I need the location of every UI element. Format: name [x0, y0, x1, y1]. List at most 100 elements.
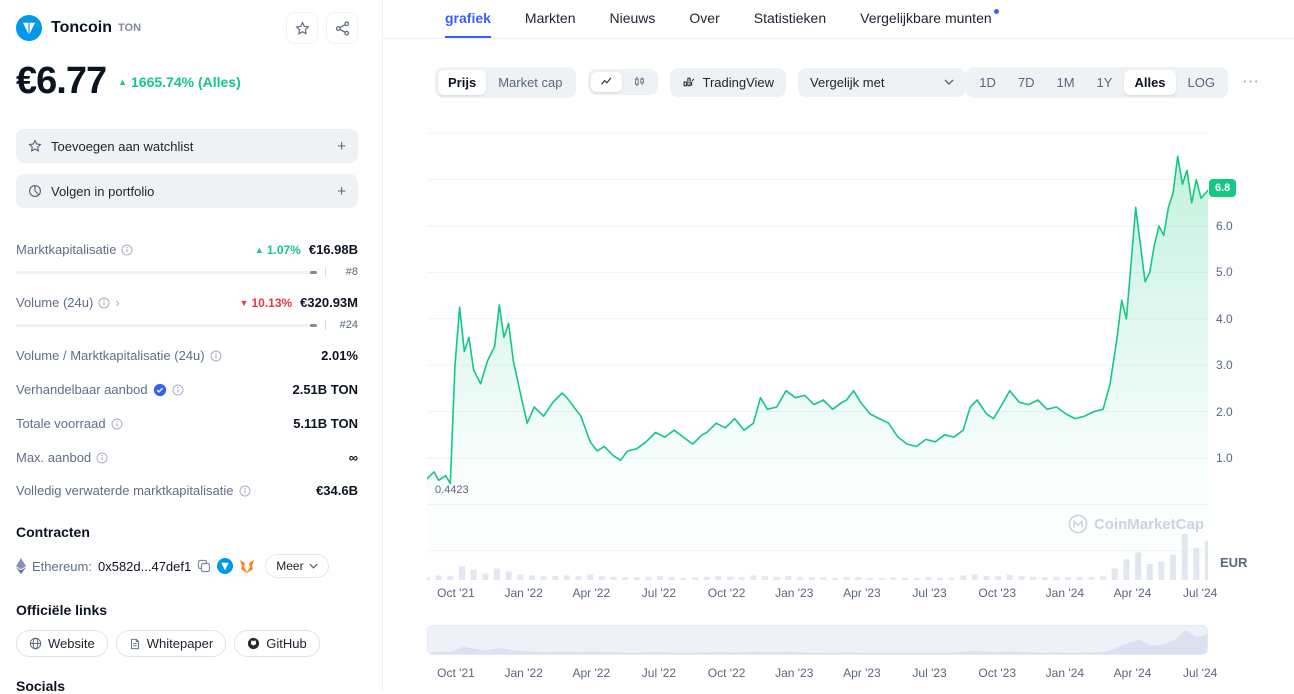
copy-icon[interactable] — [197, 559, 211, 573]
market-cap-toggle-button[interactable]: Market cap — [498, 74, 563, 90]
log-scale-button[interactable]: LOG — [1187, 74, 1215, 90]
link-label: Whitepaper — [146, 636, 214, 651]
website-link[interactable]: Website — [16, 630, 108, 657]
track-in-portfolio-button[interactable]: Volgen in portfolio + — [16, 174, 358, 208]
verified-check-icon — [153, 383, 166, 396]
x-axis-label: Jan '22 — [504, 666, 543, 680]
range-1m-button[interactable]: 1M — [1056, 74, 1075, 90]
tab-over[interactable]: Over — [689, 10, 720, 26]
x-axis-label: Jul '23 — [912, 666, 947, 680]
info-icon[interactable] — [96, 452, 108, 464]
stat-value: ∞ — [348, 450, 358, 465]
tab-statistieken[interactable]: Statistieken — [753, 10, 827, 26]
range-selector: 1D 7D 1M 1Y Alles LOG — [966, 66, 1228, 98]
contract-address[interactable]: 0x582d...47def1 — [97, 558, 192, 574]
rank-label: #8 — [345, 266, 358, 278]
github-icon — [248, 637, 260, 650]
stat-row-total-supply: Totale voorraad 5.11B TON — [16, 416, 358, 431]
x-axis-label: Jan '23 — [775, 586, 814, 600]
compare-dropdown[interactable]: Vergelijk met — [798, 67, 967, 97]
share-button[interactable] — [326, 12, 358, 44]
tab-grafiek[interactable]: grafiek — [445, 0, 491, 38]
info-icon[interactable] — [239, 485, 251, 497]
market-cap-rank-row: #8 — [16, 266, 358, 278]
tab-vergelijkbare-munten[interactable]: Vergelijkbare munten — [860, 0, 999, 38]
tab-markten[interactable]: Markten — [524, 10, 576, 26]
x-axis-label: Oct '23 — [978, 666, 1017, 680]
line-chart-button[interactable] — [590, 72, 622, 92]
y-axis-label: 6.0 — [1216, 219, 1233, 233]
stat-row-volume[interactable]: Volume (24u) › ▼ 10.13% €320.93M — [16, 295, 358, 310]
info-icon[interactable] — [172, 384, 184, 396]
price-chart[interactable]: 0.4423 CoinMarketCap — [427, 131, 1208, 580]
coin-price: €6.77 — [16, 60, 107, 102]
stat-label: Totale voorraad — [16, 416, 106, 431]
price-toggle-button[interactable]: Prijs — [438, 69, 487, 95]
globe-icon — [29, 637, 42, 650]
x-axis-label: Jan '23 — [775, 666, 814, 680]
stat-value: 2.01% — [321, 348, 358, 363]
price-header: €6.77 ▲ 1665.74% (Alles) — [16, 60, 358, 103]
link-label: GitHub — [266, 636, 307, 651]
watchlist-label: Toevoegen aan watchlist — [51, 138, 194, 154]
coin-stats: Marktkapitalisatie ▲ 1.07% €16.98B #8 Vol… — [16, 242, 358, 498]
tradingview-button[interactable]: TradingView — [669, 67, 787, 97]
watchlist-star-button[interactable] — [286, 12, 318, 44]
up-arrow-icon: ▲ — [118, 76, 128, 87]
chart-toolbar: Prijs Market cap TradingView Vergelijk m… — [383, 64, 1294, 100]
range-1y-button[interactable]: 1Y — [1096, 74, 1113, 90]
info-icon[interactable] — [98, 297, 110, 309]
socials-heading: Socials — [16, 678, 66, 694]
coinmarketcap-watermark: CoinMarketCap — [1068, 514, 1204, 534]
ton-wallet-icon[interactable] — [217, 558, 234, 574]
notification-dot — [993, 8, 999, 14]
stat-row-circulating-supply: Verhandelbaar aanbod 2.51B TON — [16, 382, 358, 397]
portfolio-label: Volgen in portfolio — [51, 183, 155, 199]
info-icon[interactable] — [111, 418, 123, 430]
tab-nieuws[interactable]: Nieuws — [609, 10, 656, 26]
coin-page-tabs: grafiek Markten Nieuws Over Statistieken… — [383, 0, 1294, 39]
stat-row-fdv: Volledig verwaterde marktkapitalisatie €… — [16, 483, 358, 498]
tradingview-icon — [683, 77, 694, 87]
x-axis-label: Apr '23 — [843, 586, 881, 600]
coin-symbol: TON — [118, 22, 142, 34]
x-axis-label: Apr '24 — [1113, 666, 1152, 680]
metamask-icon[interactable] — [239, 558, 255, 574]
stat-label: Volledig verwaterde marktkapitalisatie — [16, 483, 234, 498]
github-link[interactable]: GitHub — [234, 630, 320, 657]
chain-label: Ethereum: — [32, 558, 92, 574]
price-line — [427, 155, 1208, 485]
min-price-label: 0.4423 — [435, 484, 469, 496]
chart-type-toggle — [587, 69, 658, 95]
info-icon[interactable] — [121, 244, 133, 256]
more-options-icon[interactable]: ⋯ — [1242, 72, 1260, 91]
ethereum-icon — [16, 558, 26, 574]
y-axis-label: 5.0 — [1216, 265, 1233, 280]
x-axis-label: Oct '21 — [437, 586, 475, 600]
toncoin-logo-icon — [16, 15, 42, 41]
timeline-brush[interactable] — [427, 625, 1208, 655]
add-to-watchlist-button[interactable]: Toevoegen aan watchlist + — [16, 129, 358, 163]
change-badge: ▼ 10.13% — [239, 295, 293, 310]
stat-row-vol-mcap: Volume / Marktkapitalisatie (24u) 2.01% — [16, 348, 358, 363]
rank-label: #24 — [339, 319, 358, 331]
currency-label: EUR — [1220, 555, 1248, 570]
whitepaper-link[interactable]: Whitepaper — [115, 630, 227, 657]
chevron-down-icon — [944, 79, 954, 85]
tradingview-label: TradingView — [702, 74, 775, 90]
range-all-button[interactable]: Alles — [1124, 69, 1176, 95]
stat-label: Max. aanbod — [16, 450, 92, 465]
link-label: Website — [48, 636, 95, 651]
price-chart-svg: 0.4423 — [427, 132, 1208, 580]
current-price-badge: 6.8 — [1209, 178, 1237, 197]
portfolio-pie-icon — [29, 185, 41, 197]
contracts-more-button[interactable]: Meer — [265, 554, 329, 578]
range-7d-button[interactable]: 7D — [1017, 74, 1035, 90]
y-axis-label: 1.0 — [1216, 451, 1233, 465]
info-icon[interactable] — [210, 350, 222, 362]
price-change: ▲ 1665.74% (Alles) — [118, 74, 241, 90]
candlestick-chart-button[interactable] — [624, 72, 655, 92]
more-label: Meer — [276, 559, 304, 573]
range-1d-button[interactable]: 1D — [979, 74, 996, 90]
coinmarketcap-logo-icon — [1068, 514, 1088, 534]
